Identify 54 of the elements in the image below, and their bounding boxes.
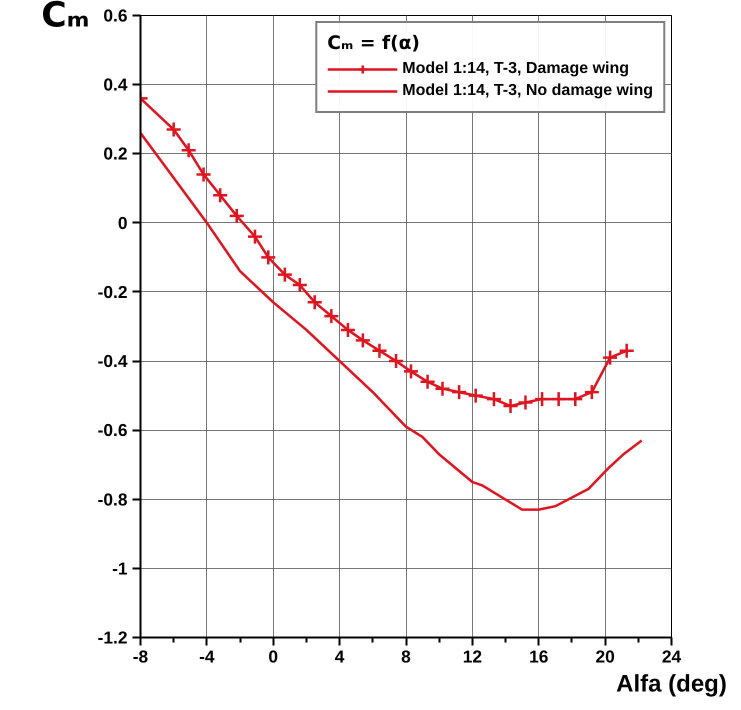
point bbox=[567, 390, 584, 408]
point bbox=[450, 384, 468, 400]
y-tick-label: 0.2 bbox=[103, 144, 128, 164]
line-series bbox=[140, 132, 643, 511]
point bbox=[276, 266, 294, 283]
x-tick-label: -8 bbox=[132, 646, 149, 666]
point bbox=[486, 390, 502, 408]
x-tick-label: 8 bbox=[401, 646, 412, 666]
x-tick-label: 4 bbox=[334, 646, 345, 666]
point bbox=[246, 228, 264, 245]
point bbox=[195, 166, 212, 183]
y-tick-label: -0.6 bbox=[98, 420, 128, 440]
point bbox=[502, 398, 519, 414]
point bbox=[371, 342, 388, 359]
x-tick-label: 20 bbox=[595, 646, 615, 666]
y-tick-label: -1 bbox=[112, 558, 128, 578]
y-tick-label: -1.2 bbox=[98, 628, 128, 648]
point bbox=[292, 276, 308, 294]
legend-label: Model 1:14, T-3, No damage wing bbox=[402, 82, 653, 100]
point bbox=[260, 249, 277, 266]
legend-label: Model 1:14, T-3, Damage wing bbox=[402, 60, 629, 78]
y-tick-label: 0 bbox=[118, 212, 128, 233]
point bbox=[550, 390, 567, 408]
point bbox=[602, 349, 618, 366]
y-tick-label: -0.2 bbox=[98, 282, 128, 302]
point bbox=[434, 380, 451, 397]
point bbox=[180, 142, 197, 159]
x-tick-label: 0 bbox=[268, 646, 278, 666]
x-tick-label: 24 bbox=[662, 646, 682, 666]
point bbox=[340, 322, 356, 338]
point bbox=[467, 387, 484, 404]
y-tick-label: 0.4 bbox=[103, 74, 128, 95]
point bbox=[534, 390, 550, 408]
x-tick-label: 16 bbox=[529, 646, 549, 666]
point bbox=[618, 342, 635, 359]
y-tick-label: -0.4 bbox=[98, 351, 128, 372]
legend-title: Cₘ = f(α) bbox=[327, 33, 421, 54]
y-tick-label: 0.6 bbox=[103, 6, 128, 26]
y-axis-title: Cₘ bbox=[41, 0, 90, 36]
x-tick-label: 12 bbox=[462, 646, 482, 666]
point bbox=[419, 374, 436, 390]
point bbox=[228, 208, 245, 224]
y-tick-label: -0.8 bbox=[98, 489, 128, 510]
point bbox=[323, 308, 340, 324]
x-axis-title: Alfa (deg) bbox=[616, 670, 727, 698]
point bbox=[517, 394, 534, 411]
point bbox=[584, 384, 600, 400]
point bbox=[354, 332, 372, 349]
point bbox=[388, 352, 404, 370]
x-tick-label: -4 bbox=[199, 646, 215, 666]
point bbox=[165, 121, 182, 138]
point bbox=[212, 186, 228, 204]
point bbox=[306, 294, 323, 311]
point bbox=[402, 363, 420, 380]
